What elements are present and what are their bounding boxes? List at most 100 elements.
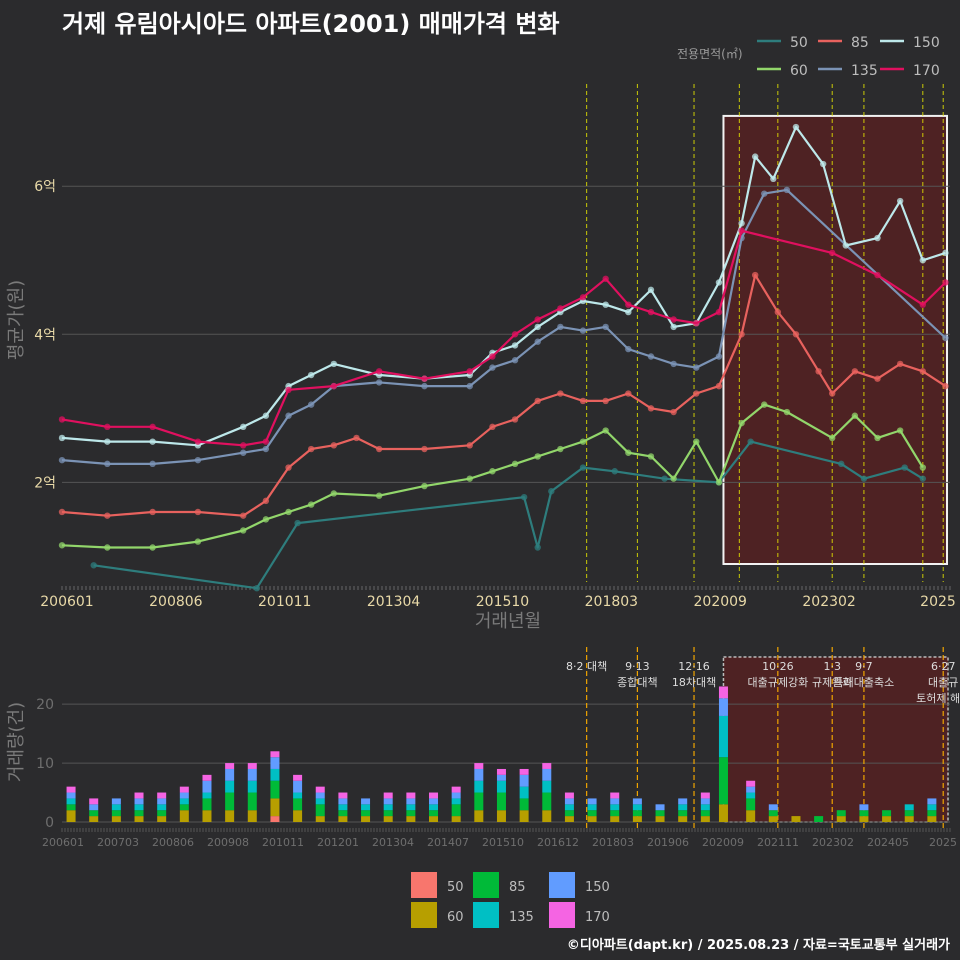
data-point-60-23 (738, 419, 745, 427)
volume-bar-17-60 (451, 816, 461, 822)
volume-x-tick-16: 2025 (929, 836, 957, 849)
volume-bar-36-60 (882, 816, 892, 822)
volume-bar-8-60 (247, 810, 257, 822)
policy-label-5-0: 9·7 (855, 660, 873, 673)
volume-bar-9-60 (270, 798, 280, 817)
data-point-170-2 (149, 423, 156, 431)
volume-x-tick-5: 201201 (317, 836, 359, 849)
volume-bar-31-85 (768, 810, 778, 817)
data-point-85-18 (602, 397, 609, 405)
data-point-170-15 (579, 294, 587, 301)
policy-label-6-0: 6·27 (931, 660, 956, 673)
data-point-85-33 (919, 368, 927, 375)
data-point-150-28 (842, 242, 849, 249)
data-point-150-27 (819, 160, 827, 168)
volume-bar-13-150 (361, 798, 371, 805)
volume-bar-14-135 (383, 804, 393, 811)
legend-label-150: 150 (913, 35, 940, 51)
legend-label-170: 170 (913, 63, 940, 79)
volume-y-axis-title: 거래량(건) (6, 702, 27, 782)
data-point-170-18 (647, 308, 655, 316)
volume-x-tick-3: 200908 (207, 836, 249, 849)
volume-bar-5-60 (179, 810, 189, 822)
data-point-85-9 (353, 434, 360, 442)
legend-label-135: 135 (851, 63, 878, 79)
policy-label-1-1: 종합대책 (617, 676, 657, 689)
data-point-85-4 (240, 512, 247, 519)
policy-label-2-1: 18차대책 (672, 676, 716, 689)
volume-bar-2-60 (111, 816, 121, 822)
volume-bar-6-60 (202, 810, 212, 822)
data-point-170-6 (285, 386, 292, 394)
data-point-85-12 (466, 442, 473, 449)
volume-bar-11-170 (315, 786, 325, 793)
data-point-135-18 (625, 345, 632, 353)
data-point-170-0 (58, 416, 66, 423)
volume-bar-35-150 (859, 804, 869, 811)
volume-x-tick-2: 200806 (152, 836, 194, 849)
volume-x-tick-11: 201906 (647, 836, 689, 849)
data-point-150-0 (58, 434, 66, 442)
data-point-85-22 (693, 390, 700, 397)
volume-bar-2-150 (111, 798, 121, 805)
bottom-legend-swatch-50 (411, 872, 437, 898)
volume-bar-24-85 (610, 810, 620, 817)
volume-bar-7-135 (225, 780, 235, 793)
volume-x-tick-7: 201407 (427, 836, 469, 849)
data-point-150-18 (625, 308, 632, 316)
policy-label-5-1: 특례대출축소 (834, 676, 895, 689)
data-point-150-20 (670, 323, 677, 331)
volume-bar-19-150 (496, 774, 506, 781)
volume-bar-0-85 (66, 804, 76, 811)
volume-bar-21-85 (542, 792, 552, 811)
data-point-85-30 (851, 368, 859, 375)
data-point-150-8 (330, 360, 338, 368)
volume-bar-9-135 (270, 768, 280, 781)
data-point-60-12 (489, 468, 496, 475)
data-point-135-5 (262, 445, 270, 453)
data-point-60-4 (240, 527, 247, 534)
volume-bar-18-170 (474, 763, 484, 769)
volume-bar-28-85 (700, 810, 710, 817)
volume-x-tick-15: 202405 (867, 836, 909, 849)
data-point-85-34 (942, 382, 949, 390)
data-point-135-13 (511, 357, 519, 364)
volume-bar-26-150 (655, 804, 665, 811)
volume-bar-24-60 (610, 816, 620, 822)
bottom-legend-swatch-150 (549, 872, 575, 898)
bottom-legend-swatch-170 (549, 902, 575, 928)
price-highlight-box (722, 114, 948, 565)
volume-bar-34-60 (836, 816, 846, 822)
volume-bar-38-60 (927, 816, 937, 822)
data-point-135-21 (693, 364, 700, 371)
data-point-170-13 (534, 316, 541, 323)
data-point-85-29 (829, 390, 836, 397)
bottom-legend-label-170: 170 (585, 910, 610, 925)
volume-bar-24-170 (610, 792, 620, 799)
data-point-135-14 (534, 338, 541, 345)
volume-bar-4-85 (157, 810, 167, 817)
data-point-50-14 (919, 475, 927, 482)
data-point-135-16 (579, 327, 587, 334)
data-point-150-32 (942, 249, 949, 257)
data-point-85-14 (511, 416, 519, 423)
volume-bar-27-150 (678, 798, 688, 805)
volume-bar-13-60 (361, 816, 371, 822)
volume-bar-8-150 (247, 768, 257, 781)
data-point-170-25 (919, 301, 927, 308)
data-point-135-11 (466, 382, 473, 390)
volume-bar-11-85 (315, 804, 325, 817)
data-point-50-5 (548, 488, 555, 495)
volume-bar-34-85 (836, 810, 846, 817)
volume-bar-21-150 (542, 768, 552, 781)
data-point-85-6 (285, 464, 292, 471)
data-point-50-6 (579, 464, 587, 471)
volume-bar-30-170 (746, 780, 756, 787)
volume-bar-27-60 (678, 816, 688, 822)
volume-bar-37-85 (904, 810, 914, 817)
volume-bar-35-85 (859, 810, 869, 817)
data-point-85-27 (792, 331, 800, 338)
data-point-170-8 (375, 368, 383, 375)
volume-bar-35-60 (859, 816, 869, 822)
data-point-85-7 (307, 445, 315, 453)
